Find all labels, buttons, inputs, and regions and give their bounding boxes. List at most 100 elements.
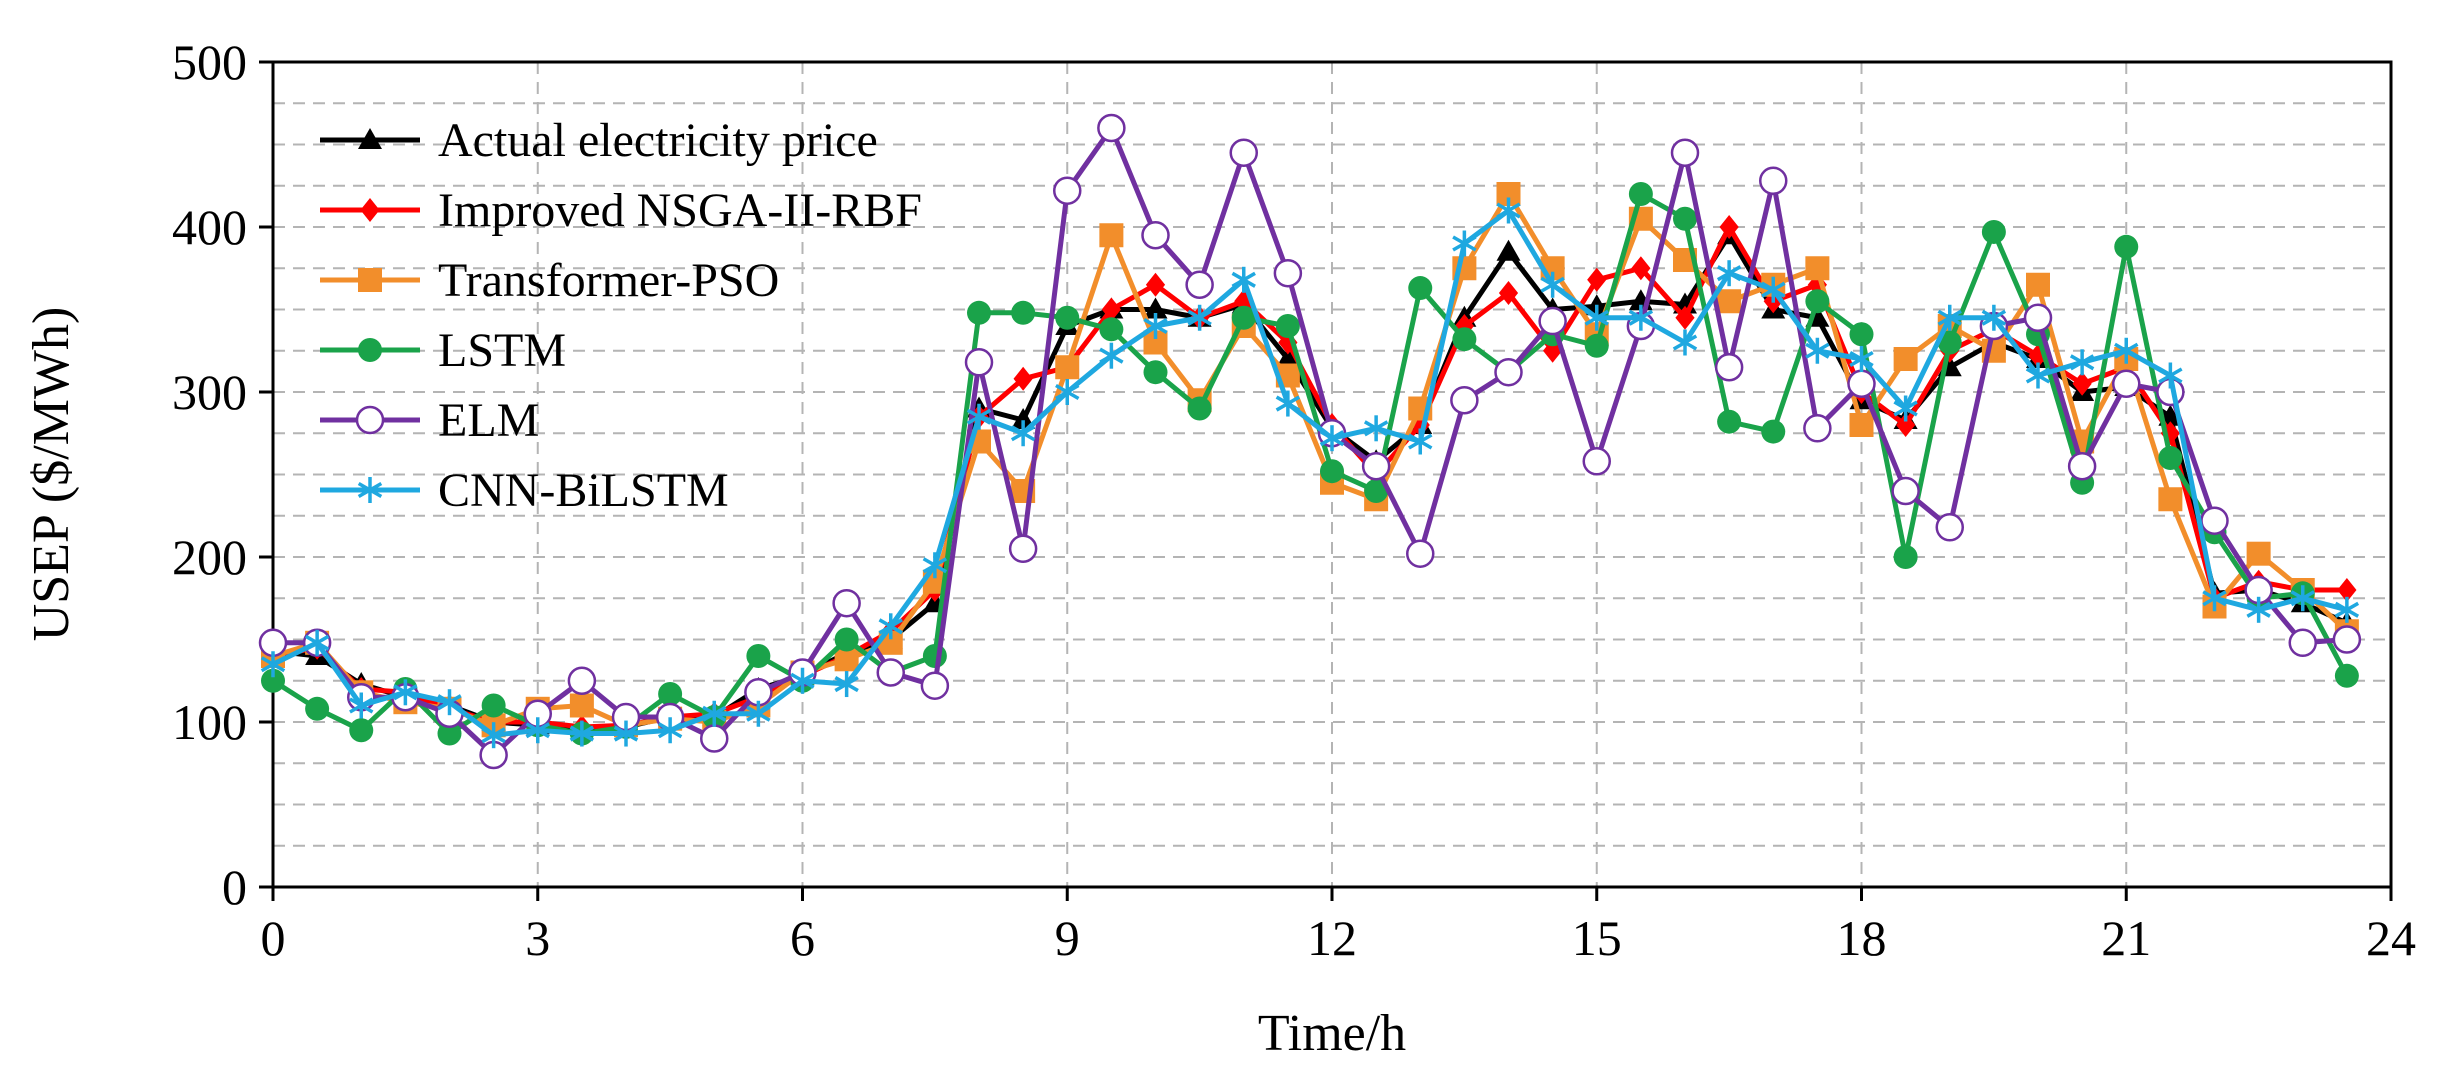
- data-point-elm: [1054, 178, 1080, 204]
- data-point-elm: [1275, 260, 1301, 286]
- data-point-lstm: [835, 628, 859, 652]
- data-point-elm: [2334, 627, 2360, 653]
- legend-swatch-marker: [360, 198, 379, 222]
- data-point-elm: [922, 673, 948, 699]
- y-tick-label: 400: [172, 199, 247, 255]
- data-point-transformer-pso: [2247, 542, 2271, 566]
- data-point-elm: [1716, 354, 1742, 380]
- data-point-lstm: [923, 644, 947, 668]
- data-point-transformer-pso: [2026, 273, 2050, 297]
- data-point-elm: [1584, 448, 1610, 474]
- data-point-elm: [2113, 371, 2139, 397]
- data-point-elm: [1937, 514, 1963, 540]
- data-point-lstm: [1894, 545, 1918, 569]
- data-point-elm: [1893, 478, 1919, 504]
- data-point-elm: [701, 726, 727, 752]
- data-point-transformer-pso: [1850, 413, 1874, 437]
- legend-item-lstm: LSTM: [320, 324, 566, 377]
- legend-label: Transformer-PSO: [438, 254, 779, 307]
- legend: Actual electricity price Improved NSGA-II…: [320, 114, 922, 517]
- y-axis-title: USEP ($/MWh): [23, 307, 80, 642]
- y-tick-label: 500: [172, 34, 247, 90]
- legend-item-actual-electricity-price: Actual electricity price: [320, 114, 878, 167]
- data-point-lstm: [1188, 397, 1212, 421]
- data-point-lstm: [2158, 446, 2182, 470]
- data-point-transformer-pso: [1055, 355, 1079, 379]
- legend-label: CNN-BiLSTM: [438, 464, 729, 517]
- data-point-elm: [2025, 305, 2051, 331]
- data-point-elm: [1143, 222, 1169, 248]
- data-point-lstm: [1099, 317, 1123, 341]
- legend-item-transformer-pso: Transformer-PSO: [320, 254, 779, 307]
- data-point-lstm: [658, 682, 682, 706]
- data-point-elm: [834, 590, 860, 616]
- data-point-lstm: [746, 644, 770, 668]
- data-point-elm: [1098, 115, 1124, 141]
- line-chart: 0 3 6 9 12 15 18 21 240100200300400500 Time/h US…: [0, 0, 2446, 1087]
- legend-item-elm: ELM: [320, 394, 539, 447]
- data-point-actual-electricity-price: [1497, 240, 1521, 261]
- x-tick-label: 12: [1307, 910, 1357, 966]
- data-point-elm: [2290, 630, 2316, 656]
- y-tick-label: 200: [172, 529, 247, 585]
- data-point-transformer-pso: [570, 694, 594, 718]
- data-point-elm: [1187, 272, 1213, 298]
- legend-label: Improved NSGA-II-RBF: [438, 184, 922, 237]
- data-point-elm: [1760, 168, 1786, 194]
- data-point-lstm: [1452, 327, 1476, 351]
- x-tick-label: 0: [261, 910, 286, 966]
- data-point-lstm: [1585, 334, 1609, 358]
- data-point-elm: [1231, 140, 1257, 166]
- x-tick-label: 15: [1572, 910, 1622, 966]
- data-point-transformer-pso: [1099, 223, 1123, 247]
- data-point-elm: [1540, 308, 1566, 334]
- data-point-lstm: [1408, 276, 1432, 300]
- data-point-lstm: [305, 697, 329, 721]
- data-point-lstm: [1011, 301, 1035, 325]
- x-tick-label: 6: [790, 910, 815, 966]
- data-point-transformer-pso: [1805, 256, 1829, 280]
- data-point-lstm: [1850, 322, 1874, 346]
- legend-label: Actual electricity price: [438, 114, 878, 167]
- data-point-transformer-pso: [1894, 347, 1918, 371]
- data-point-elm: [2069, 453, 2095, 479]
- legend-item-improved-nsga-ii-rbf: Improved NSGA-II-RBF: [320, 184, 922, 237]
- data-point-elm: [1363, 453, 1389, 479]
- data-point-elm: [2202, 508, 2228, 534]
- data-point-lstm: [1761, 420, 1785, 444]
- data-point-elm: [966, 349, 992, 375]
- data-point-lstm: [1320, 459, 1344, 483]
- data-point-elm: [1407, 541, 1433, 567]
- y-tick-label: 0: [222, 859, 247, 915]
- data-point-lstm: [1673, 207, 1697, 231]
- data-point-elm: [1804, 415, 1830, 441]
- data-point-elm: [1849, 371, 1875, 397]
- data-point-elm: [1010, 536, 1036, 562]
- data-point-transformer-pso: [2158, 487, 2182, 511]
- data-point-lstm: [1717, 410, 1741, 434]
- legend-label: ELM: [438, 394, 539, 447]
- data-point-lstm: [2335, 664, 2359, 688]
- data-point-lstm: [1982, 220, 2006, 244]
- data-point-elm: [1672, 140, 1698, 166]
- data-point-lstm: [1144, 360, 1168, 384]
- x-tick-label: 24: [2366, 910, 2416, 966]
- x-tick-label: 9: [1055, 910, 1080, 966]
- data-point-lstm: [967, 301, 991, 325]
- x-tick-label: 3: [525, 910, 550, 966]
- y-tick-label: 100: [172, 694, 247, 750]
- legend-swatch-marker: [358, 338, 382, 362]
- x-tick-label: 18: [1837, 910, 1887, 966]
- data-point-lstm: [1055, 306, 1079, 330]
- data-point-elm: [878, 660, 904, 686]
- data-point-elm: [1451, 387, 1477, 413]
- legend-swatch-marker: [357, 407, 383, 433]
- data-point-lstm: [1276, 314, 1300, 338]
- data-point-transformer-pso: [1717, 289, 1741, 313]
- legend-item-cnn-bilstm: CNN-BiLSTM: [320, 464, 729, 517]
- x-axis-title: Time/h: [1258, 1005, 1406, 1062]
- data-point-elm: [569, 668, 595, 694]
- data-point-improved-nsga-ii-rbf: [1146, 273, 1165, 297]
- y-tick-label: 300: [172, 364, 247, 420]
- data-point-lstm: [2114, 235, 2138, 259]
